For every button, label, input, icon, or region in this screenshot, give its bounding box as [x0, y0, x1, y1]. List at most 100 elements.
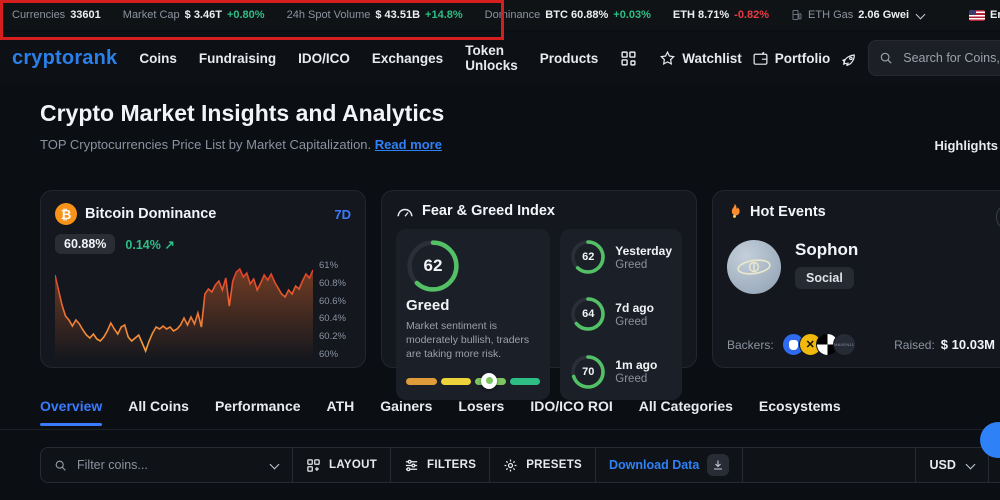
slider-knob — [481, 372, 498, 389]
history-gauge: 64 — [570, 296, 606, 332]
slider-segment-extreme-greed — [509, 377, 541, 385]
eth-change: -0.82% — [734, 9, 770, 21]
read-more-link[interactable]: Read more — [374, 137, 442, 152]
filter-coins-input[interactable] — [75, 457, 260, 473]
dominance-card-title: Bitcoin Dominance — [85, 206, 217, 222]
stat-spot-volume[interactable]: 24h Spot Volume $ 43.51B +14.8% — [287, 9, 463, 21]
sophon-avatar[interactable] — [727, 240, 781, 294]
portfolio-label: Portfolio — [774, 50, 831, 66]
nav-link-products[interactable]: Products — [539, 50, 599, 66]
history-gauge: 70 — [570, 354, 606, 390]
fear-greed-description: Market sentiment is moderately bullish, … — [406, 320, 530, 361]
dominance-chart[interactable]: 61% 60.8% 60.6% 60.4% 60.2% 60% — [55, 260, 351, 360]
portfolio-button[interactable]: Portfolio — [752, 50, 831, 67]
volume-change: +14.8% — [425, 9, 463, 21]
presets-button[interactable]: PRESETS — [490, 448, 596, 482]
tab-gainers[interactable]: Gainers — [380, 398, 433, 414]
layout-label: LAYOUT — [329, 459, 378, 471]
highlights-toggle[interactable]: Highlights — [934, 138, 998, 153]
nav-link-coins[interactable]: Coins — [139, 50, 177, 66]
chevron-down-icon — [269, 459, 280, 469]
stat-eth-gas[interactable]: ETH Gas 2.06 Gwei — [791, 9, 926, 21]
dominance-label: Dominance — [484, 9, 541, 21]
page-subtitle: TOP Cryptocurrencies Price List by Marke… — [40, 137, 442, 152]
filters-label: FILTERS — [427, 459, 477, 471]
global-search-input[interactable] — [901, 50, 1000, 66]
currencies-label: Currencies — [12, 9, 66, 21]
market-cap-value: $ 3.46T — [184, 9, 222, 21]
bitcoin-icon: ₿ — [55, 203, 77, 225]
tab-ido-ico-roi[interactable]: IDO/ICO ROI — [530, 398, 613, 414]
table-currency-selector[interactable]: USD — [916, 448, 989, 482]
presets-label: PRESETS — [526, 459, 582, 471]
search-icon — [54, 459, 67, 472]
section-tabs: Overview All Coins Performance ATH Gaine… — [40, 398, 841, 426]
tab-all-coins[interactable]: All Coins — [128, 398, 189, 414]
table-currency-value: USD — [929, 458, 956, 472]
language-value: English — [990, 9, 1000, 21]
event-name[interactable]: Sophon — [795, 240, 859, 259]
history-label: Yesterday — [615, 243, 672, 258]
dominance-change: 0.14% ↗ — [125, 237, 175, 252]
backers-avatars[interactable]: ✕ MAVEN11 — [781, 333, 856, 356]
chart-y-axis: 61% 60.8% 60.6% 60.4% 60.2% 60% — [319, 260, 346, 360]
cryptorank-logo[interactable]: cryptorank — [12, 46, 118, 69]
chevron-down-icon — [965, 459, 976, 469]
rocket-icon[interactable] — [840, 49, 858, 67]
watchlist-button[interactable]: Watchlist — [659, 50, 742, 67]
apps-grid-icon[interactable] — [620, 50, 637, 67]
eth-value: ETH 8.71% — [672, 9, 730, 21]
subtitle-text: TOP Cryptocurrencies Price List by Marke… — [40, 137, 372, 152]
stat-currencies[interactable]: Currencies 33601 — [12, 9, 101, 21]
gauge-icon — [396, 204, 414, 218]
slider-segment-fear — [406, 377, 437, 385]
tab-ecosystems[interactable]: Ecosystems — [758, 398, 841, 414]
nav-link-fundraising[interactable]: Fundraising — [198, 50, 277, 66]
layout-button[interactable]: LAYOUT — [293, 448, 392, 482]
tab-overview[interactable]: Overview — [40, 398, 103, 426]
hot-events-title: Hot Events — [750, 203, 826, 220]
tab-all-categories[interactable]: All Categories — [638, 398, 733, 414]
nav-link-token-unlocks[interactable]: Token Unlocks — [465, 43, 518, 73]
tab-ath[interactable]: ATH — [326, 398, 355, 414]
download-data-button[interactable]: Download Data — [596, 448, 744, 482]
fear-greed-title: Fear & Greed Index — [422, 203, 555, 219]
wallet-icon — [752, 50, 769, 67]
volume-value: $ 43.51B — [375, 9, 421, 21]
download-data-label: Download Data — [609, 458, 700, 472]
dominance-change: +0.03% — [613, 9, 651, 21]
download-icon[interactable] — [707, 454, 730, 476]
toolbar-spacer — [743, 448, 917, 482]
market-cap-change: +0.80% — [226, 9, 265, 21]
raised-label: Raised: — [894, 337, 935, 352]
tab-performance[interactable]: Performance — [214, 398, 301, 414]
backer-avatar-maven11[interactable]: MAVEN11 — [832, 333, 856, 356]
currencies-value: 33601 — [70, 9, 101, 21]
global-search[interactable] — [868, 40, 1000, 76]
nav-link-exchanges[interactable]: Exchanges — [371, 50, 444, 66]
tab-losers[interactable]: Losers — [458, 398, 505, 414]
gear-icon — [503, 458, 518, 473]
history-row-7d: 64 7d ago Greed — [570, 296, 672, 332]
filter-coins-field[interactable] — [41, 448, 293, 482]
nav-link-ido-ico[interactable]: IDO/ICO — [298, 50, 350, 66]
history-row-yesterday: 62 Yesterday Greed — [570, 239, 672, 275]
filters-button[interactable]: FILTERS — [391, 448, 491, 482]
slider-segment-neutral — [440, 377, 472, 385]
chat-fab-button[interactable] — [980, 422, 1000, 458]
bitcoin-dominance-card: ₿ Bitcoin Dominance 7D 60.88% 0.14% ↗ — [40, 190, 366, 368]
language-selector[interactable]: English — [969, 9, 1000, 21]
stat-market-cap[interactable]: Market Cap $ 3.46T +0.80% — [123, 9, 265, 21]
hot-events-card: Hot Events Sophon Social Backers: ✕ MAV — [712, 190, 1000, 368]
dominance-value-badge: 60.88% — [55, 234, 116, 254]
tabs-divider — [0, 429, 1000, 430]
stat-dominance[interactable]: Dominance BTC 60.88% +0.03% — [485, 9, 651, 21]
history-label: 7d ago — [615, 300, 654, 315]
fear-greed-history-panel: 62 Yesterday Greed 64 7d ago — [560, 229, 682, 400]
page-title: Crypto Market Insights and Analytics — [40, 100, 445, 126]
stat-eth[interactable]: ETH 8.71% -0.82% — [673, 9, 769, 21]
history-row-1m: 70 1m ago Greed — [570, 354, 672, 390]
history-status: Greed — [615, 258, 648, 271]
range-selector-7d[interactable]: 7D — [334, 206, 351, 222]
